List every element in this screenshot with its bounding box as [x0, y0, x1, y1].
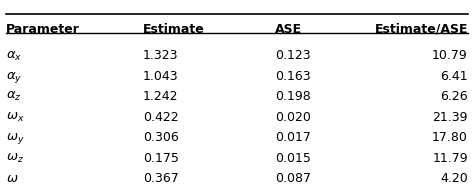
Text: 11.79: 11.79	[432, 152, 468, 165]
Text: 0.087: 0.087	[275, 172, 310, 185]
Text: 6.41: 6.41	[440, 70, 468, 83]
Text: $\omega_z$: $\omega_z$	[6, 152, 24, 165]
Text: $\alpha_z$: $\alpha_z$	[6, 90, 22, 104]
Text: ASE: ASE	[275, 23, 302, 36]
Text: $\omega_y$: $\omega_y$	[6, 131, 25, 146]
Text: 1.323: 1.323	[143, 49, 178, 62]
Text: $\alpha_y$: $\alpha_y$	[6, 70, 22, 85]
Text: 1.043: 1.043	[143, 70, 178, 83]
Text: 4.20: 4.20	[440, 172, 468, 185]
Text: $\omega_x$: $\omega_x$	[6, 111, 25, 124]
Text: 0.175: 0.175	[143, 152, 179, 165]
Text: Estimate: Estimate	[143, 23, 204, 36]
Text: 0.306: 0.306	[143, 131, 179, 144]
Text: $\alpha_x$: $\alpha_x$	[6, 49, 22, 63]
Text: 0.015: 0.015	[275, 152, 310, 165]
Text: 0.123: 0.123	[275, 49, 310, 62]
Text: 6.26: 6.26	[440, 90, 468, 103]
Text: 1.242: 1.242	[143, 90, 178, 103]
Text: Estimate/ASE: Estimate/ASE	[374, 23, 468, 36]
Text: 0.367: 0.367	[143, 172, 179, 185]
Text: 0.163: 0.163	[275, 70, 310, 83]
Text: 0.020: 0.020	[275, 111, 310, 124]
Text: 17.80: 17.80	[432, 131, 468, 144]
Text: 21.39: 21.39	[432, 111, 468, 124]
Text: Parameter: Parameter	[6, 23, 80, 36]
Text: 0.422: 0.422	[143, 111, 178, 124]
Text: 0.198: 0.198	[275, 90, 310, 103]
Text: 10.79: 10.79	[432, 49, 468, 62]
Text: $\omega$: $\omega$	[6, 172, 18, 185]
Text: 0.017: 0.017	[275, 131, 310, 144]
